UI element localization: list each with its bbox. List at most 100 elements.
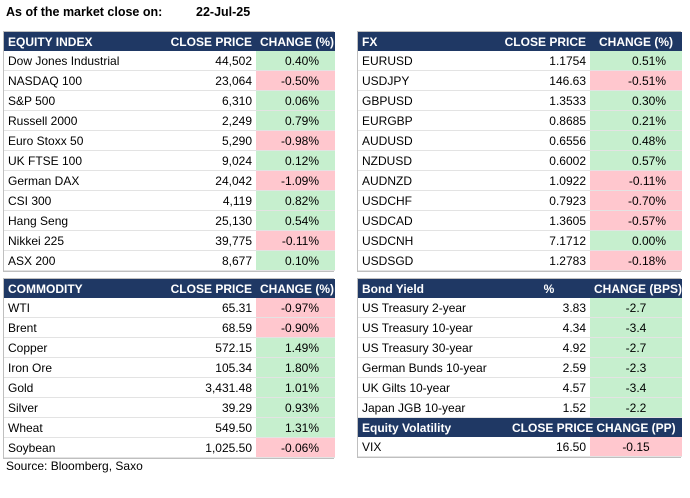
row-value: 572.15 <box>162 337 256 358</box>
table-row: AUDUSD 0.6556 0.48% <box>358 130 682 151</box>
row-change: -1.09% <box>256 170 335 191</box>
row-change: 0.00% <box>590 230 682 251</box>
table-row: Silver 39.29 0.93% <box>4 397 335 418</box>
table-row: Dow Jones Industrial 44,502 0.40% <box>4 51 335 71</box>
table-row: Japan JGB 10-year 1.52 -2.2 <box>358 397 682 418</box>
row-name: S&P 500 <box>4 90 162 111</box>
row-change: -0.70% <box>590 190 682 211</box>
row-name: USDSGD <box>358 250 484 271</box>
row-value: 0.8685 <box>484 110 590 131</box>
row-name: WTI <box>4 298 162 318</box>
row-value: 4.34 <box>508 317 590 338</box>
row-change: 0.51% <box>590 51 682 71</box>
row-value: 1.3533 <box>484 90 590 111</box>
row-name: Copper <box>4 337 162 358</box>
table-row: Iron Ore 105.34 1.80% <box>4 357 335 378</box>
volatility-col-name: Equity Volatility <box>358 417 508 437</box>
equity-index-table: EQUITY INDEX CLOSE PRICE CHANGE (%) Dow … <box>4 32 335 271</box>
row-change: 0.93% <box>256 397 335 418</box>
row-value: 4.57 <box>508 377 590 398</box>
table-row: Brent 68.59 -0.90% <box>4 317 335 338</box>
row-change: 0.57% <box>590 150 682 171</box>
row-change: 0.10% <box>256 250 335 271</box>
row-change: 0.21% <box>590 110 682 131</box>
table-row: EURGBP 0.8685 0.21% <box>358 110 682 131</box>
equity-col-name: EQUITY INDEX <box>4 32 162 51</box>
row-value: 1.3605 <box>484 210 590 231</box>
table-row: Hang Seng 25,130 0.54% <box>4 210 335 231</box>
row-change: 1.80% <box>256 357 335 378</box>
row-value: 44,502 <box>162 51 256 71</box>
row-name: Gold <box>4 377 162 398</box>
row-value: 549.50 <box>162 417 256 438</box>
row-name: Dow Jones Industrial <box>4 51 162 71</box>
row-name: Hang Seng <box>4 210 162 231</box>
row-change: 1.49% <box>256 337 335 358</box>
row-name: Wheat <box>4 417 162 438</box>
row-change: 1.01% <box>256 377 335 398</box>
row-name: CSI 300 <box>4 190 162 211</box>
row-value: 7.1712 <box>484 230 590 251</box>
row-change: 0.79% <box>256 110 335 131</box>
row-value: 39,775 <box>162 230 256 251</box>
row-value: 8,677 <box>162 250 256 271</box>
bond-col-name: Bond Yield <box>358 279 508 298</box>
row-value: 1.52 <box>508 397 590 418</box>
row-change: 1.31% <box>256 417 335 438</box>
table-row: ASX 200 8,677 0.10% <box>4 250 335 271</box>
row-change: -0.50% <box>256 70 335 91</box>
table-row: USDJPY 146.63 -0.51% <box>358 70 682 91</box>
row-change: -2.7 <box>590 298 682 318</box>
row-value: 25,130 <box>162 210 256 231</box>
row-change: -0.06% <box>256 437 335 458</box>
row-change: -0.11% <box>256 230 335 251</box>
row-change: -0.57% <box>590 210 682 231</box>
row-value: 1,025.50 <box>162 437 256 458</box>
bond-yield-panel: Bond Yield % CHANGE (BPS) US Treasury 2-… <box>357 278 682 458</box>
fx-panel: FX CLOSE PRICE CHANGE (%) EURUSD 1.1754 0.… <box>357 31 682 272</box>
row-name: UK FTSE 100 <box>4 150 162 171</box>
row-change: -0.97% <box>256 298 335 318</box>
table-row: USDCAD 1.3605 -0.57% <box>358 210 682 231</box>
row-value: 39.29 <box>162 397 256 418</box>
table-row: Wheat 549.50 1.31% <box>4 417 335 438</box>
table-row: USDSGD 1.2783 -0.18% <box>358 250 682 271</box>
row-change: 0.30% <box>590 90 682 111</box>
row-name: US Treasury 10-year <box>358 317 508 338</box>
commodity-col-name: COMMODITY <box>4 279 162 298</box>
row-value: 1.0922 <box>484 170 590 191</box>
source-note: Source: Bloomberg, Saxo <box>6 459 143 473</box>
row-value: 0.6002 <box>484 150 590 171</box>
row-name: US Treasury 30-year <box>358 337 508 358</box>
as-of-label: As of the market close on: <box>6 5 163 19</box>
row-change: 0.82% <box>256 190 335 211</box>
row-name: UK Gilts 10-year <box>358 377 508 398</box>
volatility-col-price: CLOSE PRICE <box>508 417 593 437</box>
row-change: -2.2 <box>590 397 682 418</box>
commodity-header-row: COMMODITY CLOSE PRICE CHANGE (%) <box>4 279 335 298</box>
row-change: -0.18% <box>590 250 682 271</box>
row-value: 65.31 <box>162 298 256 318</box>
table-row: German DAX 24,042 -1.09% <box>4 170 335 191</box>
row-name: AUDNZD <box>358 170 484 191</box>
table-row: Euro Stoxx 50 5,290 -0.98% <box>4 130 335 151</box>
fx-col-name: FX <box>358 32 484 51</box>
equity-col-change: CHANGE (%) <box>256 32 335 51</box>
table-row: Soybean 1,025.50 -0.06% <box>4 437 335 458</box>
row-value: 4,119 <box>162 190 256 211</box>
row-value: 3,431.48 <box>162 377 256 398</box>
row-name: Japan JGB 10-year <box>358 397 508 418</box>
table-row: German Bunds 10-year 2.59 -2.3 <box>358 357 682 378</box>
row-value: 1.1754 <box>484 51 590 71</box>
row-change: 0.48% <box>590 130 682 151</box>
table-row: S&P 500 6,310 0.06% <box>4 90 335 111</box>
fx-col-price: CLOSE PRICE <box>484 32 590 51</box>
table-row: VIX 16.50 -0.15 <box>358 437 682 457</box>
row-name: NASDAQ 100 <box>4 70 162 91</box>
row-name: VIX <box>358 437 508 457</box>
row-name: German Bunds 10-year <box>358 357 508 378</box>
row-change: 0.12% <box>256 150 335 171</box>
row-name: USDCHF <box>358 190 484 211</box>
row-change: -3.4 <box>590 317 682 338</box>
commodity-table: COMMODITY CLOSE PRICE CHANGE (%) WTI 65.3… <box>4 279 335 458</box>
